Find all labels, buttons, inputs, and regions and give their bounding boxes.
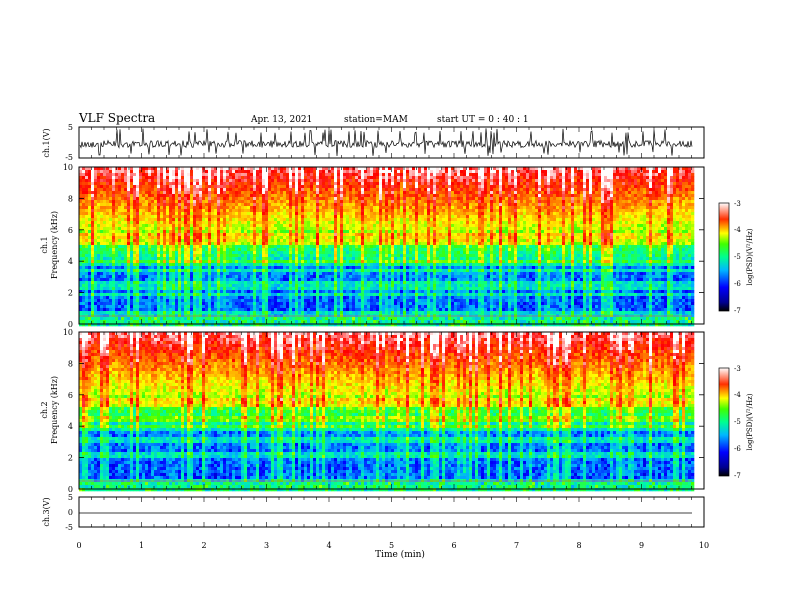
spec-ytick-6: 6 [68,391,73,400]
ch1-waveform-panel: 5 -5 ch.1(V) [42,123,705,162]
station-label: station=MAM [344,115,408,125]
ch1-ytick-neg5: -5 [65,153,73,162]
spec-ytick-10: 10 [63,163,73,172]
spec-ytick-8: 8 [68,359,73,368]
time-axis-ticks [78,127,705,527]
ch3-ytick-5: 5 [68,493,73,502]
spec-ytick-10: 10 [63,328,73,337]
ch1-spectrogram-panel: 0 2 4 6 8 10 ch.1 Frequency (kHz) -3 -4 -5 -6… [40,163,754,329]
ch1-spectrogram-ylabel-frequency: Frequency (kHz) [50,211,59,279]
ch1-cb-tick-6: -6 [734,280,741,288]
time-axis-label: Time (min) [375,549,425,560]
xtick-2: 2 [201,541,206,550]
ch2-colorbar: -3 -4 -5 -6 -7 log(PSD)(V²/Hz) [718,365,754,480]
spec-ytick-0: 0 [68,320,73,329]
ch3-ytick-neg5: -5 [65,523,73,532]
ch2-spectrogram-ylabel-frequency: Frequency (kHz) [50,376,59,444]
ch3-ytick-0: 0 [68,508,73,517]
xtick-4: 4 [326,541,331,550]
xtick-1: 1 [139,541,144,550]
xtick-0: 0 [76,541,81,550]
ch1-cb-tick-5: -5 [734,253,741,261]
ch2-cb-tick-7: -7 [734,472,741,480]
ch1-waveform-trace [79,128,693,157]
spec-ytick-0: 0 [68,485,73,494]
spec-ytick-2: 2 [68,289,73,298]
ch1-colorbar: -3 -4 -5 -6 -7 log(PSD)(V²/Hz) [718,200,754,315]
time-axis-labels: 0 1 2 3 4 5 6 7 8 9 10 [76,541,709,550]
ch3-waveform-ylabel: ch.3(V) [42,497,51,526]
xtick-8: 8 [576,541,581,550]
ch2-cb-tick-3: -3 [734,365,741,373]
spec-ytick-2: 2 [68,454,73,463]
start-time-label: start UT = 0 : 40 : 1 [437,115,529,125]
ch2-spectrogram-image [79,332,704,492]
spec-ytick-6: 6 [68,226,73,235]
xtick-6: 6 [451,541,456,550]
ch2-cb-tick-4: -4 [734,391,741,399]
ch1-spectrogram-ylabel-channel: ch.1 [40,236,49,253]
spec-ytick-4: 4 [68,422,73,431]
ch1-ytick-5: 5 [68,123,73,132]
ch1-colorbar-label: log(PSD)(V²/Hz) [746,228,754,285]
spec-ytick-8: 8 [68,194,73,203]
figure-title: VLF Spectra [78,111,155,125]
ch2-spectrogram-panel: 0 2 4 6 8 10 ch.2 Frequency (kHz) -3 -4 -5 -6… [40,328,754,494]
ch2-cb-tick-5: -5 [734,418,741,426]
date-label: Apr. 13, 2021 [250,115,312,125]
xtick-7: 7 [514,541,519,550]
xtick-5: 5 [389,541,394,550]
ch1-spectrogram-image [79,167,704,327]
ch2-spectrogram-ylabel-channel: ch.2 [40,401,49,418]
ch1-cb-tick-7: -7 [734,307,741,315]
ch2-colorbar-label: log(PSD)(V²/Hz) [746,393,754,450]
xtick-9: 9 [639,541,644,550]
ch1-cb-tick-4: -4 [734,226,741,234]
ch2-cb-tick-6: -6 [734,445,741,453]
xtick-10: 10 [699,541,709,550]
spec-ytick-4: 4 [68,257,73,266]
xtick-3: 3 [264,541,269,550]
ch1-cb-tick-3: -3 [734,200,741,208]
ch1-waveform-ylabel: ch.1(V) [42,128,51,157]
